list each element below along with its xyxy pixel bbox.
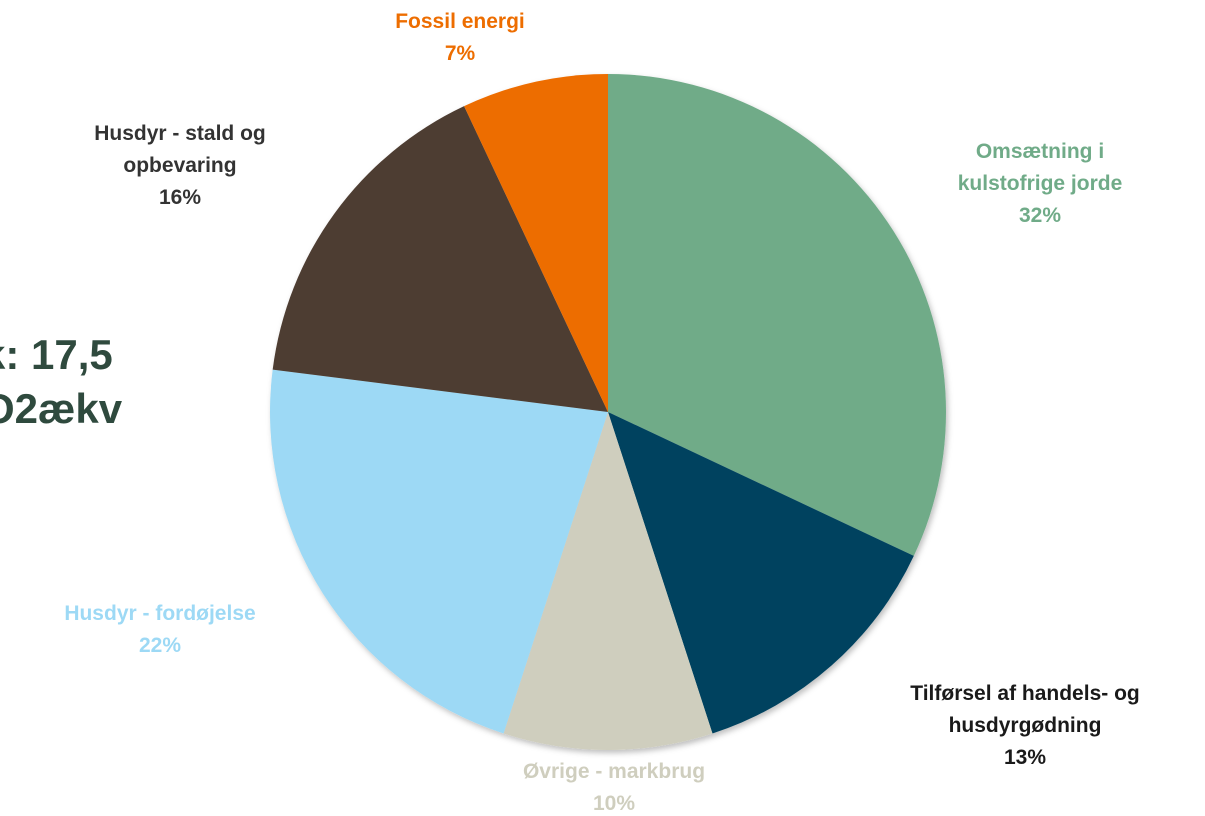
slice-name-line: Husdyr - fordøjelse (64, 602, 255, 625)
slice-name-line: Husdyr - stald og (94, 122, 266, 145)
slice-label-2: Tilførsel af handels- og husdyrgødning 13% (910, 682, 1139, 769)
slice-label-5: Husdyr - stald og opbevaring 16% (94, 122, 266, 209)
slice-percent: 7% (445, 42, 476, 65)
pie-labels: Omsætning i kulstofrige jorde 32% Tilførsel… (64, 10, 1139, 815)
slice-label-6: Fossil energi 7% (395, 10, 525, 65)
slice-name-line: Øvrige - markbrug (523, 760, 705, 783)
pie-slice-3 (503, 412, 713, 751)
slice-percent: 13% (1004, 746, 1046, 769)
side-text-line-1: k: 17,5 (0, 331, 113, 378)
slice-label-1: Omsætning i kulstofrige jorde 32% (958, 140, 1123, 227)
slice-name-line: kulstofrige jorde (958, 172, 1123, 195)
side-text: k: 17,5 O2ækv (0, 328, 122, 436)
pie-slice-4 (270, 369, 608, 734)
slice-name-line: Omsætning i (976, 140, 1104, 163)
slice-label-4: Husdyr - fordøjelse 22% (64, 602, 255, 657)
pie-slice-5 (272, 106, 608, 413)
slice-name-line: husdyrgødning (949, 714, 1102, 737)
pie-slices (270, 74, 946, 751)
slice-name-line: Tilførsel af handels- og (910, 682, 1139, 705)
pie-slice-2 (608, 412, 914, 734)
pie-slice-6 (464, 74, 608, 412)
slice-percent: 10% (593, 792, 635, 815)
slice-percent: 16% (159, 186, 201, 209)
slice-label-3: Øvrige - markbrug 10% (523, 760, 705, 815)
side-text-line-2: O2ækv (0, 385, 123, 432)
slice-name-line: opbevaring (123, 154, 236, 177)
slice-percent: 32% (1019, 204, 1061, 227)
slice-percent: 22% (139, 634, 181, 657)
slice-name-line: Fossil energi (395, 10, 525, 33)
pie-slice-1 (608, 74, 946, 556)
